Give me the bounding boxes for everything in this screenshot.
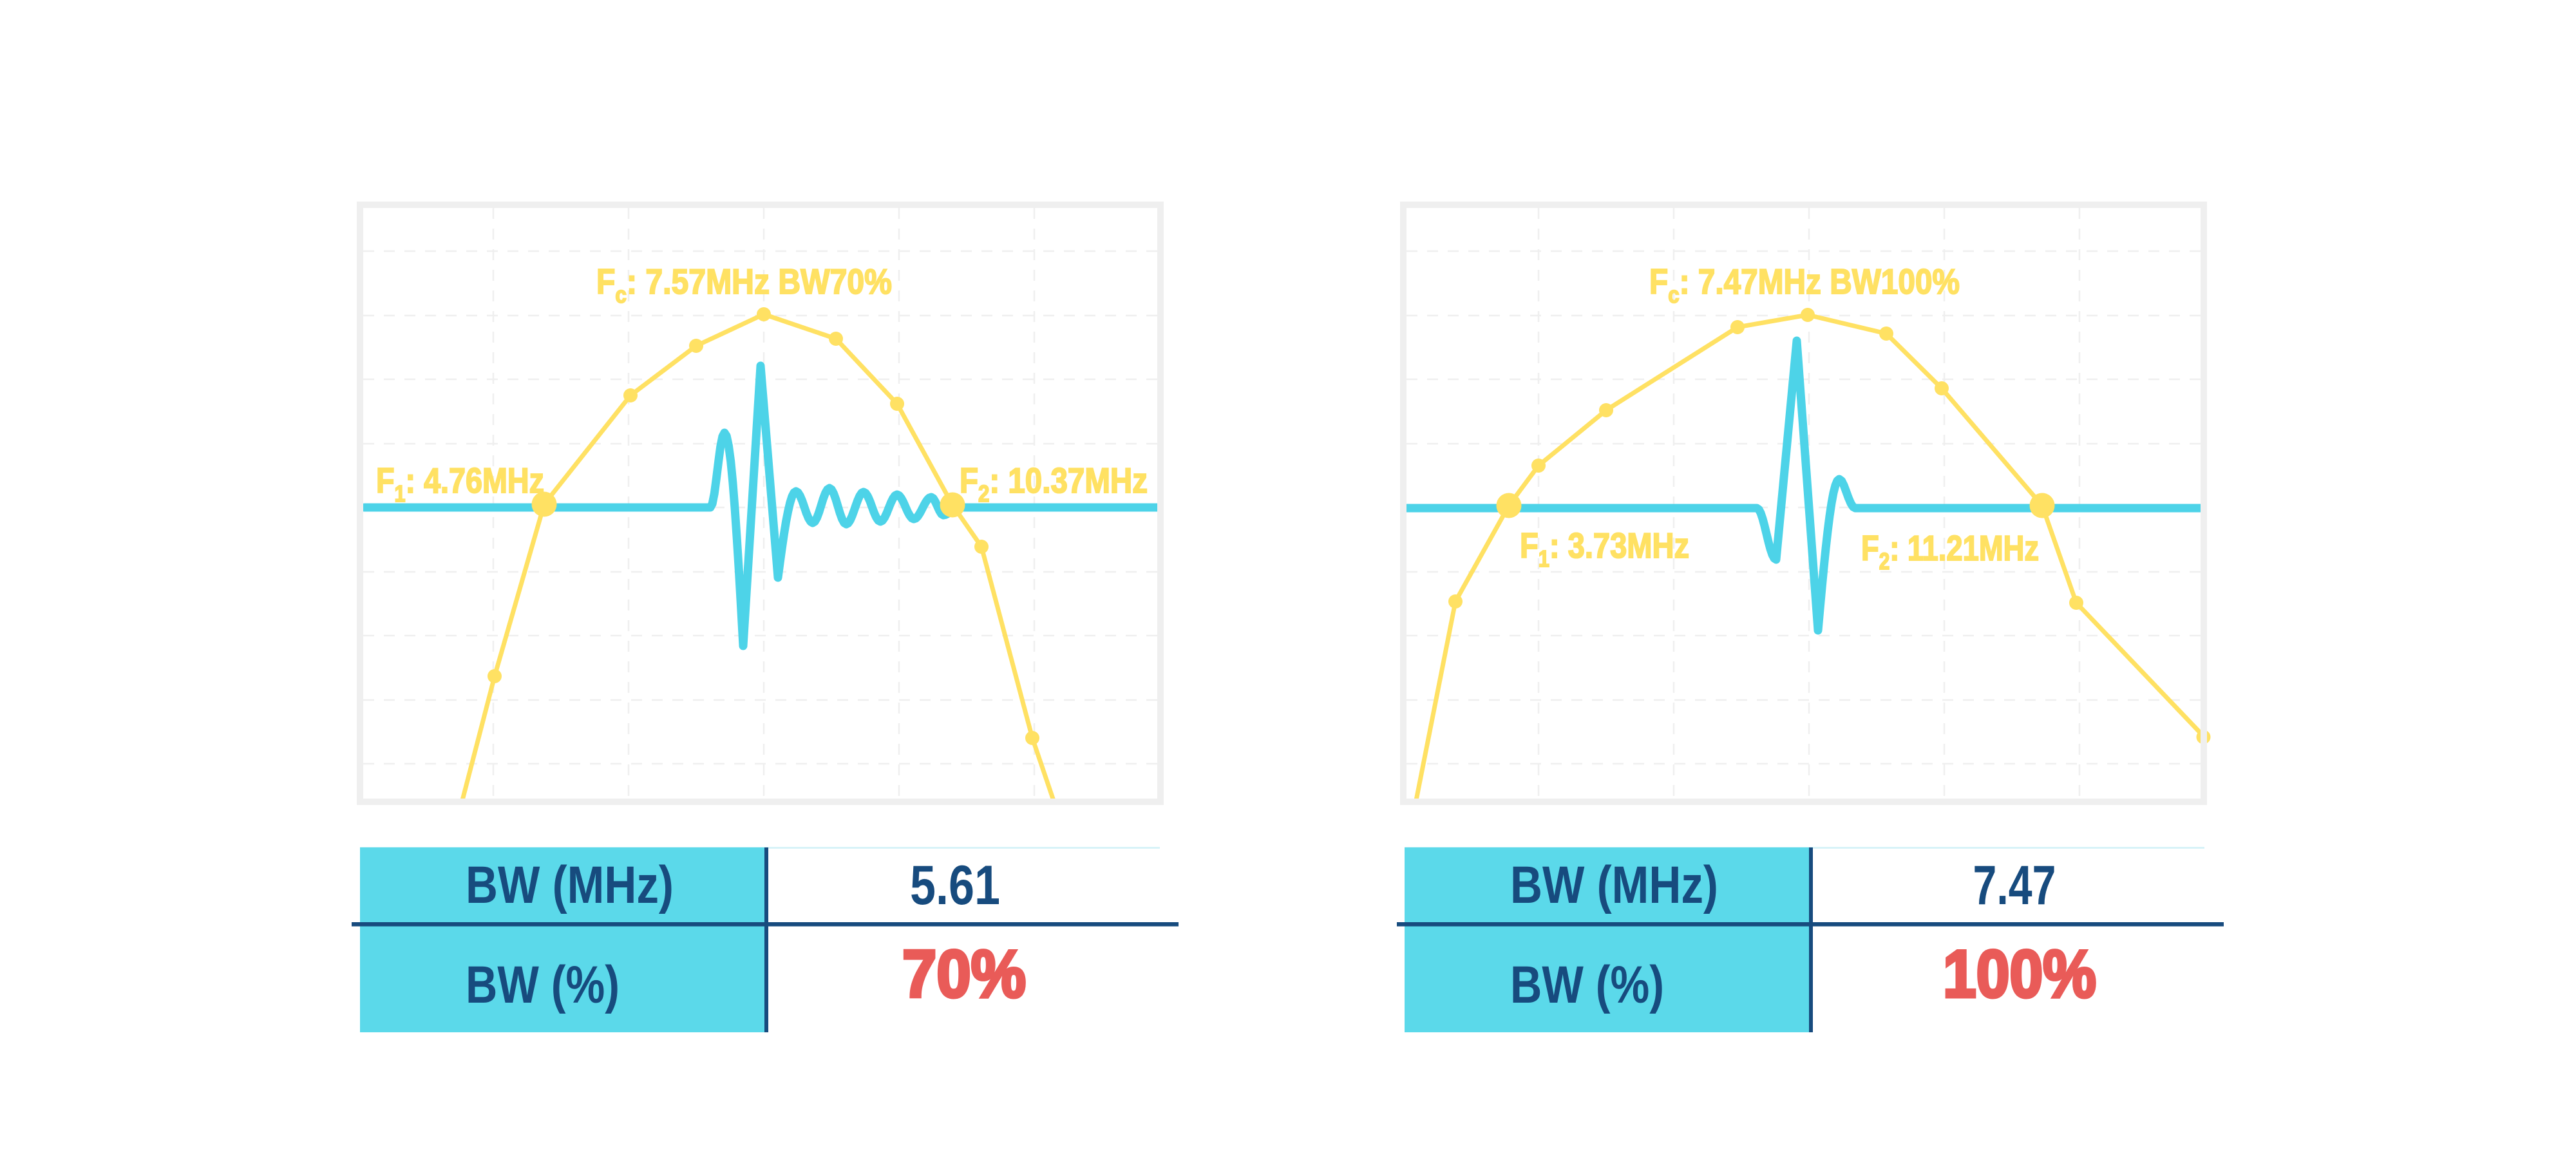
svg-text:BW (%): BW (%) (1510, 956, 1664, 1014)
svg-text:F2: 10.37MHz: F2: 10.37MHz (960, 460, 1148, 507)
svg-text:5.61: 5.61 (910, 855, 1000, 916)
svg-text:F1: 3.73MHz: F1: 3.73MHz (1520, 525, 1689, 572)
svg-text:70%: 70% (902, 937, 1026, 1012)
svg-text:Fc: 7.47MHz BW100%: Fc: 7.47MHz BW100% (1649, 261, 1960, 308)
svg-text:F2: 11.21MHz: F2: 11.21MHz (1861, 528, 2039, 574)
svg-text:100%: 100% (1943, 937, 2096, 1012)
svg-text:BW (MHz): BW (MHz) (1510, 856, 1718, 914)
svg-text:7.47: 7.47 (1973, 855, 2056, 916)
svg-text:BW (%): BW (%) (466, 956, 620, 1014)
svg-text:BW (MHz): BW (MHz) (466, 856, 674, 914)
svg-text:Fc: 7.57MHz BW70%: Fc: 7.57MHz BW70% (596, 261, 892, 308)
